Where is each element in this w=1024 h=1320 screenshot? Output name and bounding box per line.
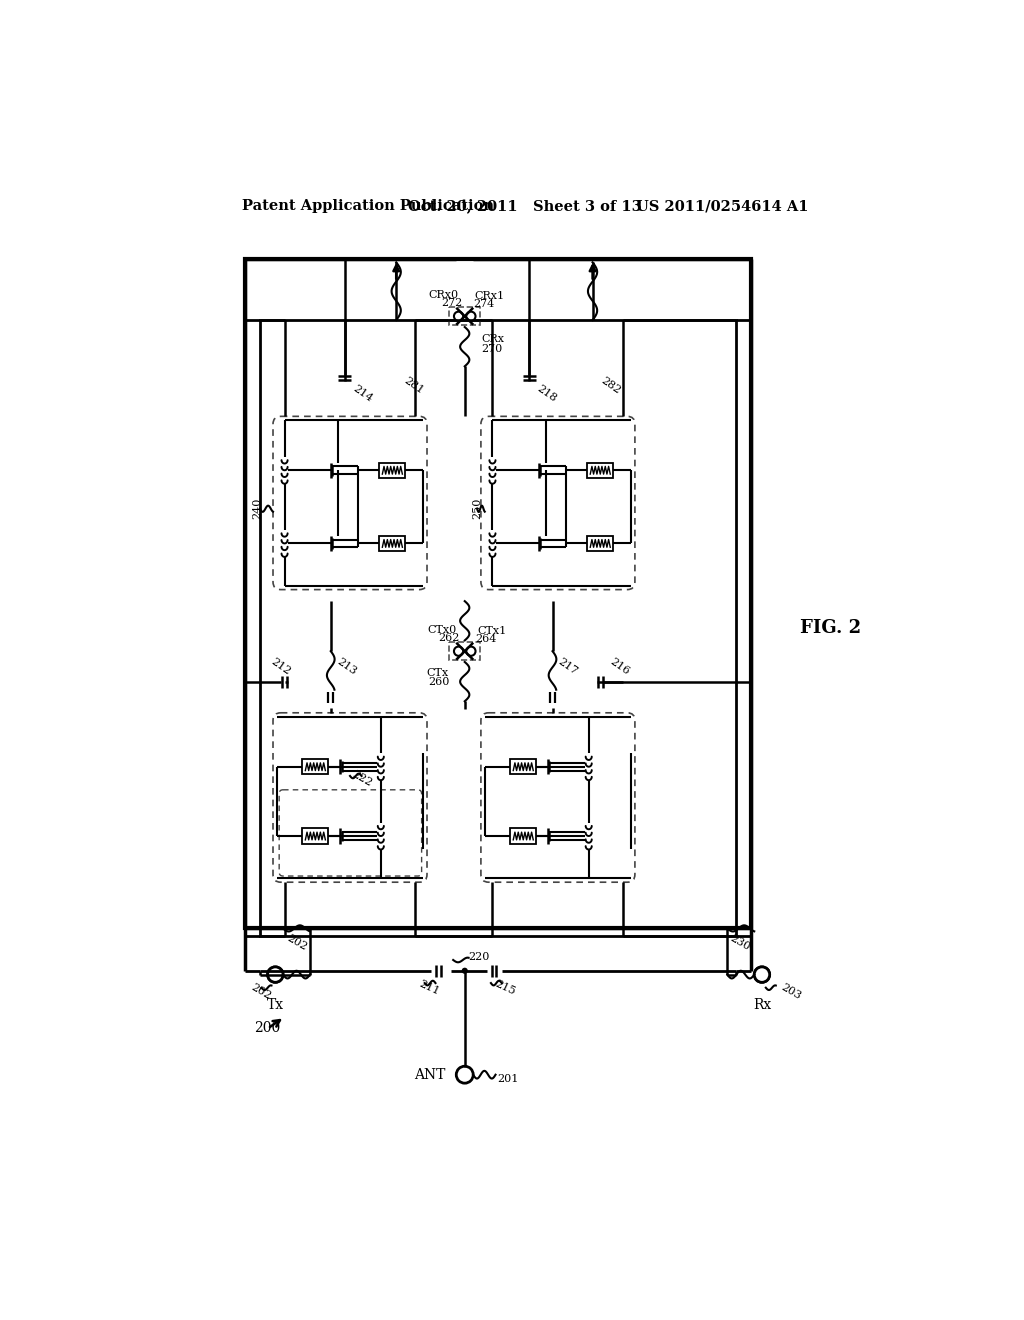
Bar <box>450 642 480 660</box>
Bar <box>587 536 613 552</box>
Circle shape <box>267 966 283 982</box>
Text: 216: 216 <box>608 656 631 677</box>
Text: 240: 240 <box>253 498 262 520</box>
Bar <box>302 829 329 843</box>
Bar <box>510 759 537 775</box>
Circle shape <box>755 966 770 982</box>
Text: CTx1: CTx1 <box>477 626 506 636</box>
Bar <box>587 462 613 478</box>
Text: 272: 272 <box>441 298 462 308</box>
Text: CTx: CTx <box>426 668 449 677</box>
Text: 262: 262 <box>438 634 460 643</box>
Circle shape <box>267 966 283 982</box>
Circle shape <box>454 312 463 321</box>
Text: 222: 222 <box>350 768 374 788</box>
Text: CTx0: CTx0 <box>427 624 457 635</box>
Text: 213: 213 <box>335 656 357 677</box>
Text: 217: 217 <box>556 656 580 677</box>
Bar <box>260 321 736 936</box>
Text: 202: 202 <box>285 933 308 952</box>
Bar <box>302 759 329 775</box>
Text: CRx: CRx <box>481 334 505 345</box>
Text: 203: 203 <box>779 982 803 1001</box>
Text: FIG. 2: FIG. 2 <box>801 619 861 638</box>
Text: 211: 211 <box>418 978 441 997</box>
Text: Patent Application Publication: Patent Application Publication <box>243 199 495 213</box>
Text: 220: 220 <box>469 952 489 962</box>
Text: 218: 218 <box>536 383 559 404</box>
Text: Rx: Rx <box>753 998 771 1012</box>
Text: 230: 230 <box>729 933 753 952</box>
Circle shape <box>454 647 463 656</box>
Circle shape <box>462 968 468 974</box>
Text: 201: 201 <box>497 1073 518 1084</box>
Text: US 2011/0254614 A1: US 2011/0254614 A1 <box>636 199 808 213</box>
Text: 264: 264 <box>475 634 497 644</box>
Text: 270: 270 <box>481 343 503 354</box>
Text: Oct. 20, 2011   Sheet 3 of 13: Oct. 20, 2011 Sheet 3 of 13 <box>408 199 642 213</box>
Text: 260: 260 <box>428 677 450 686</box>
Circle shape <box>755 966 770 982</box>
Text: 250: 250 <box>472 498 482 520</box>
Bar <box>379 536 406 552</box>
Bar <box>450 308 480 326</box>
Text: CRx1: CRx1 <box>474 292 505 301</box>
Circle shape <box>457 1067 473 1084</box>
Text: 282: 282 <box>599 375 622 396</box>
Text: 202: 202 <box>250 982 273 1001</box>
Text: 274: 274 <box>473 298 495 309</box>
Bar <box>379 462 406 478</box>
Bar <box>510 829 537 843</box>
Text: ANT: ANT <box>414 1068 445 1081</box>
Text: 214: 214 <box>351 383 374 404</box>
Text: 212: 212 <box>269 656 292 677</box>
Text: 200: 200 <box>255 1022 281 1035</box>
Circle shape <box>466 647 475 656</box>
Text: Tx: Tx <box>267 998 284 1012</box>
Text: 215: 215 <box>493 978 516 997</box>
Text: 281: 281 <box>402 375 426 396</box>
Circle shape <box>466 312 475 321</box>
Text: CRx0: CRx0 <box>428 289 459 300</box>
Bar <box>245 259 752 928</box>
